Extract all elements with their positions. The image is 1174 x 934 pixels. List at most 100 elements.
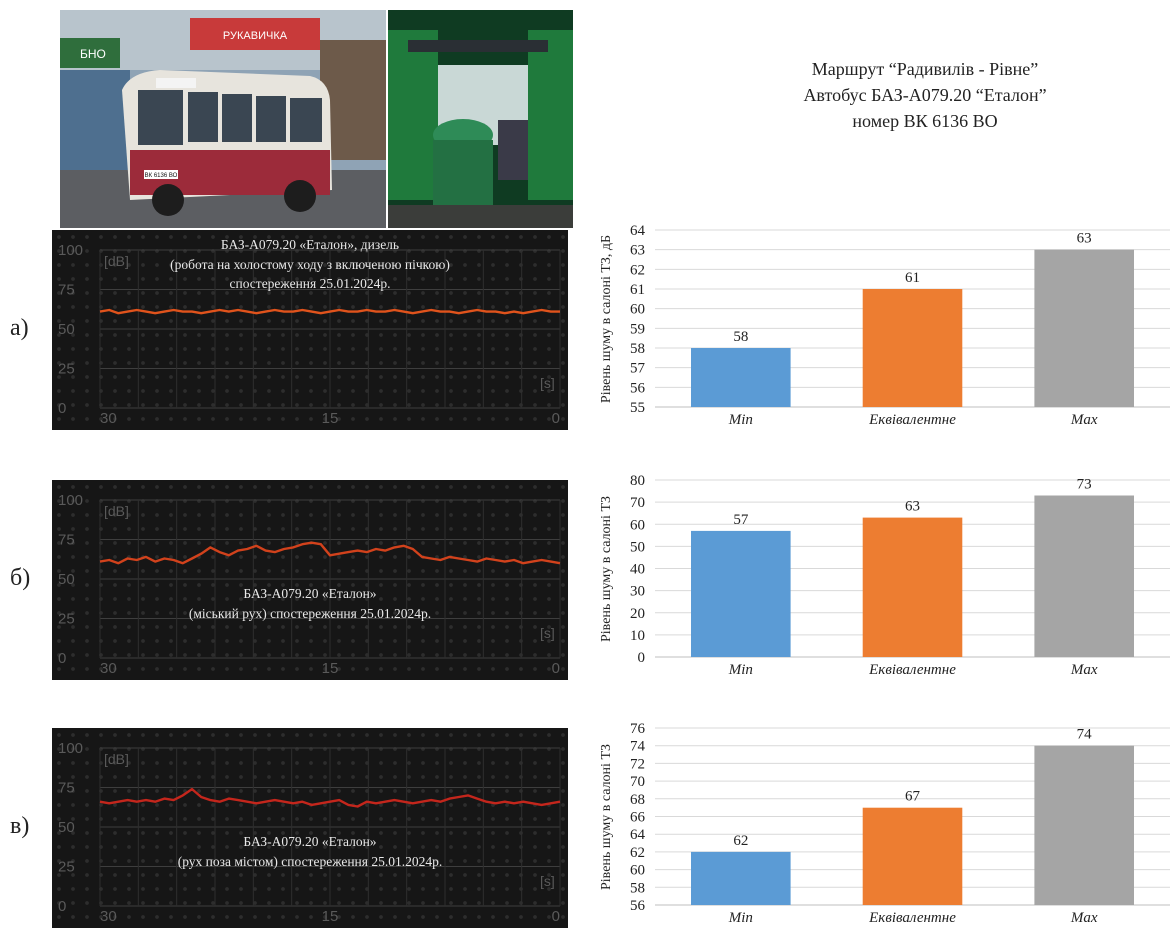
bar-chart-y-title: Рівень шуму в салоні ТЗ, дБ: [599, 234, 615, 403]
meter-plot: 100 75 50 25 0 30 15 0 [dB] [s]: [58, 740, 561, 925]
meter-caption: БАЗ-А079.20 «Еталон», дизель (робота на х…: [52, 235, 568, 294]
meter-y-tick: 0: [58, 898, 66, 915]
meter-y-unit: [dB]: [104, 751, 129, 767]
bar-chart-y-tick: 63: [630, 243, 645, 259]
noise-bar-chart: 0 10 20 30 40 50 60 70 80 57 Min 63 Еквівалентне 73 Ma…: [595, 470, 1174, 680]
bar-chart-y-tick: 62: [630, 262, 645, 278]
meter-level-line: [99, 308, 560, 315]
meter-y-tick: 75: [58, 532, 75, 549]
bar-category-label: Еквівалентне: [868, 910, 956, 926]
bar-value-label: 62: [733, 833, 748, 849]
bar-chart-y-tick: 55: [630, 400, 645, 416]
meter-level-line: [99, 541, 561, 565]
bar-max: [1034, 495, 1134, 657]
meter-level-line: [99, 787, 561, 808]
meter-caption-line: спостереження 25.01.2024р.: [229, 276, 391, 291]
bar-chart-y-tick: 61: [630, 282, 645, 298]
meter-y-unit: [dB]: [104, 503, 129, 519]
bar-chart-plot: 0 10 20 30 40 50 60 70 80 57 Min 63 Еквівалентне 73 Ma…: [630, 473, 1170, 678]
meter-y-tick: 100: [58, 492, 83, 509]
bar-equivalent: [862, 289, 963, 407]
bar-category-label: Еквівалентне: [868, 412, 956, 428]
meter-plot: 100 75 50 25 0 30 15 0 [dB] [s]: [58, 492, 561, 677]
noise-bar-chart: 56 58 60 62 64 66 68 70 72 74 76 62 Min 67 Еквівалентн…: [595, 718, 1174, 928]
meter-y-tick: 75: [58, 780, 75, 797]
bar-category-label: Max: [1070, 910, 1098, 926]
bar-value-label: 73: [1077, 476, 1092, 492]
meter-x-tick: 0: [552, 410, 560, 427]
license-plate-text: ВК 6136 ВО: [145, 173, 178, 179]
bar-min: [691, 851, 791, 905]
bar-chart-plot: 55 56 57 58 59 60 61 62 63 64 58 Min 61 Еквівалентне 6…: [630, 223, 1170, 428]
bar-chart-y-tick: 66: [630, 810, 646, 826]
bar-value-label: 67: [905, 789, 921, 805]
meter-plot: 100 75 50 25 0 30 15 0 [dB] [s]: [58, 242, 561, 427]
meter-x-tick: 30: [100, 908, 117, 925]
bar-chart-y-tick: 64: [630, 827, 646, 843]
bar-chart-y-tick: 0: [638, 650, 646, 666]
meter-x-tick: 0: [552, 908, 560, 925]
meter-caption-line: БАЗ-А079.20 «Еталон», дизель: [220, 237, 400, 252]
meter-x-tick: 15: [322, 908, 339, 925]
bus-number: номер ВК 6136 ВО: [852, 111, 998, 131]
bar-chart-y-tick: 56: [630, 898, 646, 914]
row-label: б): [10, 565, 31, 591]
bar-chart-y-tick: 70: [630, 495, 645, 511]
meter-x-tick: 30: [100, 660, 117, 677]
sound-level-meter: 100 75 50 25 0 30 15 0 [dB] [s] БАЗ-А079.20 «Етало…: [52, 480, 568, 680]
bar-chart-y-title: Рівень шуму в салоні ТЗ: [599, 743, 615, 890]
shop-sign-text: РУКАВИЧКА: [223, 30, 288, 42]
bar-value-label: 63: [1077, 231, 1092, 247]
bar-chart-y-tick: 64: [630, 223, 646, 239]
bar-chart-plot: 565860626466687072747662Min67Еквівалентн…: [630, 721, 1170, 926]
bar-category-label: Max: [1070, 412, 1098, 428]
bar-equivalent: [862, 807, 963, 905]
bar-value-label: 61: [905, 270, 920, 286]
bar-min: [691, 348, 791, 407]
sound-level-meter: 100 75 50 25 0 30 15 0 [dB] [s] БАЗ-А079.20 «Етало…: [52, 230, 568, 430]
meter-y-tick: 100: [58, 242, 83, 259]
meter-x-unit: [s]: [540, 625, 555, 641]
bar-category-label: Max: [1070, 662, 1098, 678]
meter-caption-line: (рух поза містом) спостереження 25.01.20…: [177, 853, 443, 869]
bar-chart-y-title: Рівень шуму в салоні ТЗ: [599, 495, 615, 642]
shop-sign-text-2: БНО: [80, 47, 106, 61]
meter-y-tick: 50: [58, 321, 75, 338]
bar-chart-y-tick: 59: [630, 321, 645, 337]
meter-x-tick: 0: [552, 660, 560, 677]
bus-interior-photo: [388, 10, 573, 228]
meter-x-unit: [s]: [540, 873, 555, 889]
bar-chart-y-tick: 70: [630, 774, 645, 790]
bar-value-label: 58: [733, 329, 748, 345]
meter-y-tick: 50: [58, 819, 75, 836]
meter-caption-line: БАЗ-А079.20 «Еталон»: [243, 586, 377, 601]
row-label: в): [10, 813, 30, 839]
photo-strip: РУКАВИЧКА БНО ВК 6136 ВО: [60, 10, 573, 228]
meter-caption-line: БАЗ-А079.20 «Еталон»: [243, 834, 377, 849]
bar-chart-y-tick: 10: [630, 628, 645, 644]
meter-caption-line: (міський рух) спостереження 25.01.2024р.: [188, 605, 432, 621]
bar-chart-y-tick: 50: [630, 539, 645, 555]
meter-y-tick: 75: [58, 282, 75, 299]
bar-chart-y-tick: 57: [630, 361, 646, 377]
meter-y-tick: 25: [58, 859, 75, 876]
bus-exterior-photo: РУКАВИЧКА БНО ВК 6136 ВО: [60, 10, 386, 228]
bus-model: Автобус БАЗ-А079.20 “Еталон”: [803, 85, 1047, 105]
bar-chart-y-tick: 80: [630, 473, 645, 489]
meter-x-tick: 30: [100, 410, 117, 427]
meter-y-tick: 0: [58, 400, 66, 417]
bar-category-label: Min: [728, 910, 753, 926]
bar-chart-y-tick: 72: [630, 756, 645, 772]
bar-value-label: 57: [733, 512, 749, 528]
meter-y-tick: 50: [58, 571, 75, 588]
bar-category-label: Min: [728, 662, 753, 678]
meter-x-unit: [s]: [540, 375, 555, 391]
route-title: Маршрут “Радивилів - Рівне”: [811, 59, 1039, 79]
bar-chart-y-tick: 74: [630, 739, 646, 755]
bar-max: [1034, 249, 1134, 407]
bar-chart-y-tick: 68: [630, 792, 645, 808]
bar-min: [691, 530, 791, 657]
bar-category-label: Min: [728, 412, 753, 428]
meter-y-tick: 25: [58, 611, 75, 628]
meter-caption: БАЗ-А079.20 «Еталон» (рух поза містом) сп…: [52, 832, 568, 871]
